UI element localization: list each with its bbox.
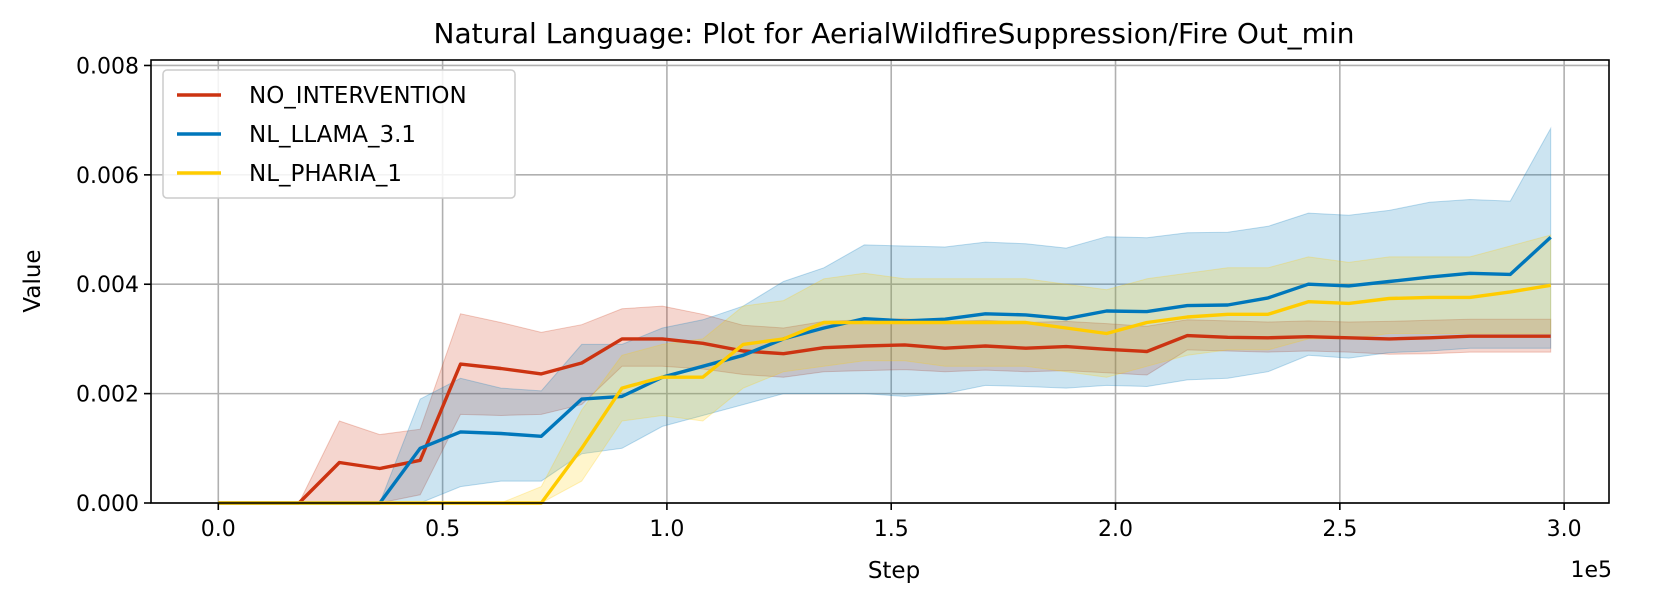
legend: NO_INTERVENTION NL_LLAMA_3.1 NL_PHARIA_1 [162,69,516,199]
legend-label: NO_INTERVENTION [249,83,467,109]
x-tick-label: 1.0 [649,517,684,542]
y-axis-label: Value [20,249,46,312]
x-tick-label: 0.0 [201,517,236,542]
legend-label: NL_PHARIA_1 [249,161,402,187]
x-tick-label: 2.0 [1098,517,1133,542]
x-axis-ticks: 0.0 0.5 1.0 1.5 2.0 2.5 3.0 [201,503,1582,542]
plot-frame [150,59,1610,504]
y-tick-label: 0.002 [76,383,139,408]
y-tick-label: 0.008 [76,54,139,79]
x-tick-label: 0.5 [425,517,460,542]
x-tick-label: 3.0 [1547,517,1582,542]
series-band [218,234,1552,504]
y-tick-label: 0.004 [76,273,139,298]
legend-label: NL_LLAMA_3.1 [249,122,416,148]
y-axis-ticks: 0.000 0.002 0.004 0.006 0.008 [76,54,151,517]
x-axis-label: Step [868,558,920,584]
x-tick-label: 2.5 [1322,517,1357,542]
x-axis-scale-label: 1e5 [1570,558,1612,583]
chart-title: Natural Language: Plot for AerialWildfir… [434,17,1355,50]
series-line [218,333,1551,505]
y-tick-label: 0.006 [76,164,139,189]
y-tick-label: 0.000 [76,492,139,517]
legend-box [162,69,516,199]
x-tick-label: 1.5 [874,517,909,542]
series-line [218,235,1552,505]
